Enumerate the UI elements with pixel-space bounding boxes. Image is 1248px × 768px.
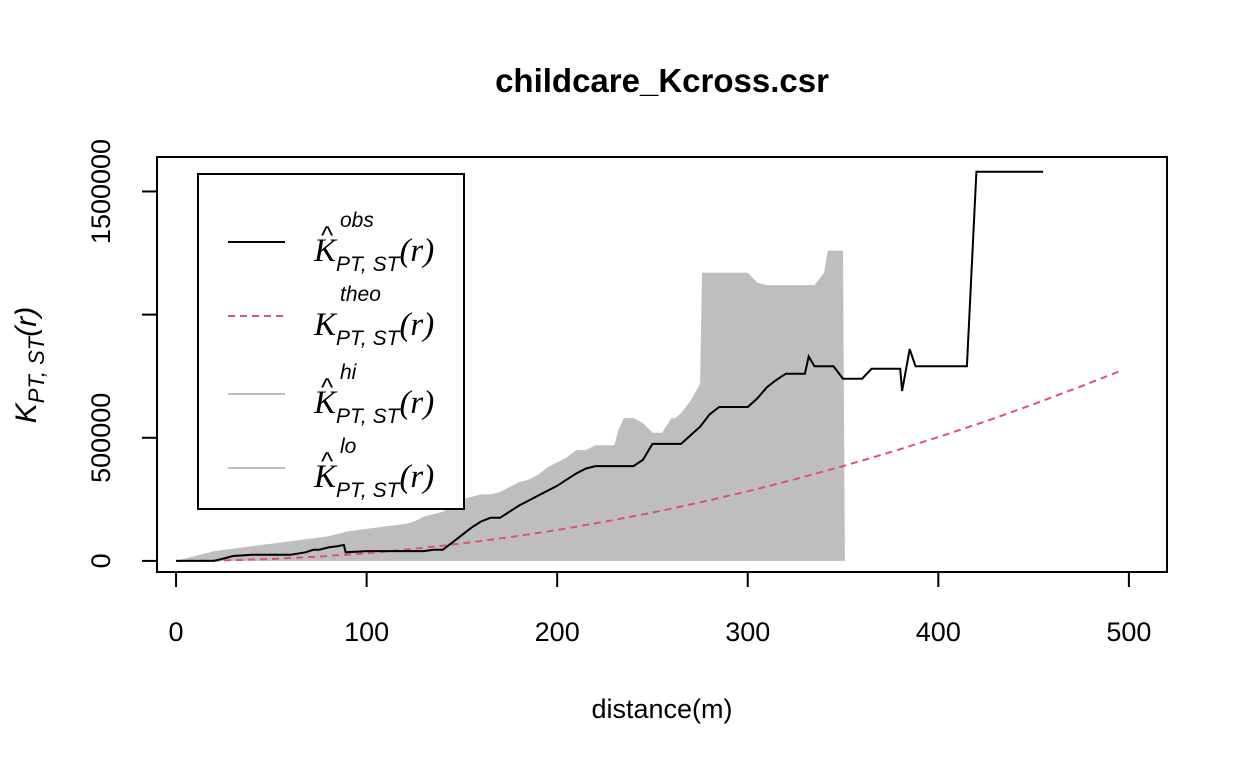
legend-label: KPT, ST(r)	[313, 307, 434, 350]
legend-sup: obs	[340, 209, 374, 232]
legend-item-lo: KPT, ST(r)lo ^	[228, 435, 434, 502]
y-axis-label-main: K	[10, 401, 43, 423]
y-tick-label: 500000	[86, 393, 116, 483]
legend-hat: ^	[321, 372, 334, 402]
legend-hat: ^	[321, 220, 334, 250]
x-axis-label: distance(m)	[591, 694, 732, 724]
x-tick-label: 300	[725, 617, 770, 647]
svg-text:KPT, ST(r): KPT, ST(r)	[10, 307, 49, 423]
legend-sup: theo	[340, 283, 381, 306]
legend-label: KPT, ST(r)	[313, 385, 434, 428]
x-tick-label: 500	[1106, 617, 1151, 647]
x-tick-label: 100	[344, 617, 389, 647]
x-axis: 0 100 200 300 400 500	[169, 571, 1151, 647]
legend-hat: ^	[321, 446, 334, 476]
y-tick-label: 1500000	[86, 139, 116, 244]
plot-marks	[176, 170, 1120, 562]
legend-label: KPT, ST(r)	[313, 233, 434, 276]
legend-sup: lo	[340, 435, 357, 458]
chart-title: childcare_Kcross.csr	[495, 62, 829, 99]
series-obs-line	[176, 170, 1044, 562]
y-axis-label: KPT, ST(r)	[10, 307, 49, 423]
y-axis-label-sub: PT, ST	[24, 335, 49, 403]
x-tick-label: 200	[535, 617, 580, 647]
legend-box	[197, 173, 465, 510]
x-tick-label: 400	[916, 617, 961, 647]
x-tick-label: 0	[169, 617, 184, 647]
legend-item-obs: KPT, ST(r)obs ^	[228, 209, 434, 276]
legend-sup: hi	[340, 361, 358, 384]
legend-item-theo: KPT, ST(r)theo	[228, 283, 434, 350]
envelope-band	[176, 250, 845, 561]
y-axis-label-arg: (r)	[10, 307, 43, 337]
legend-item-hi: KPT, ST(r)hi ^	[228, 361, 434, 428]
y-tick-label: 0	[86, 553, 116, 568]
series-theo-line	[176, 370, 1120, 562]
legend-label: KPT, ST(r)	[313, 459, 434, 502]
y-axis: 0 500000 1500000	[86, 139, 158, 568]
